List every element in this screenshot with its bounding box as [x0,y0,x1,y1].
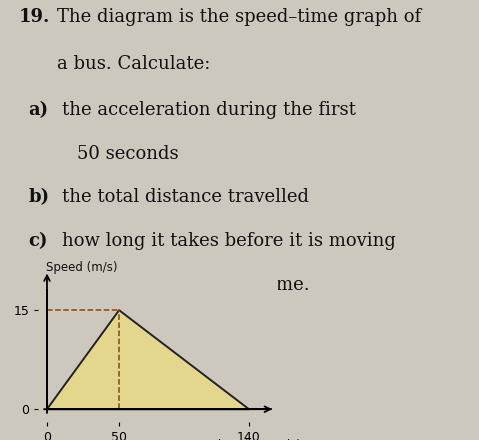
Text: 50 seconds: 50 seconds [77,145,178,163]
Text: The diagram is the speed–time graph of: The diagram is the speed–time graph of [57,8,422,26]
Text: a bus. Calculate:: a bus. Calculate: [57,55,211,73]
Text: a): a) [29,101,49,119]
Text: how long it takes before it is moving: how long it takes before it is moving [62,232,396,250]
Text: 19.: 19. [19,8,51,26]
Text: the acceleration during the first: the acceleration during the first [62,101,356,119]
Text: Time (seconds): Time (seconds) [211,439,301,440]
Text: at 12 m/s for the first time.: at 12 m/s for the first time. [62,275,310,293]
Text: the total distance travelled: the total distance travelled [62,188,309,206]
Text: c): c) [29,232,48,250]
Text: Speed (m/s): Speed (m/s) [46,261,118,274]
Text: b): b) [29,188,50,206]
Polygon shape [47,310,249,409]
